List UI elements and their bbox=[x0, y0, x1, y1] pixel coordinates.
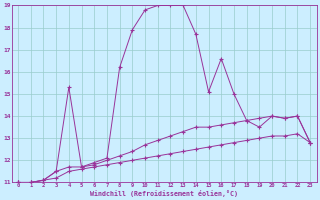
X-axis label: Windchill (Refroidissement éolien,°C): Windchill (Refroidissement éolien,°C) bbox=[90, 190, 238, 197]
